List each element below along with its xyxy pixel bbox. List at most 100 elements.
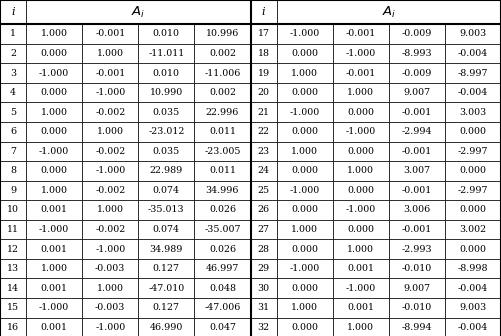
Text: -0.002: -0.002 [95,186,125,195]
Text: 1.000: 1.000 [347,245,374,254]
Text: -0.010: -0.010 [402,264,432,273]
Text: 1.000: 1.000 [41,186,68,195]
Bar [194,220,250,239]
Text: -0.001: -0.001 [346,69,376,78]
Text: 0.000: 0.000 [291,206,318,214]
Bar [389,102,445,122]
Bar [0,122,26,141]
Bar [82,259,138,279]
Bar [194,24,250,44]
Bar [26,83,82,102]
Text: 0.002: 0.002 [209,49,236,58]
Text: 0.000: 0.000 [459,245,486,254]
Text: 1.000: 1.000 [291,225,318,234]
Text: 0.074: 0.074 [153,186,180,195]
Bar [389,181,445,200]
Bar [194,239,250,259]
Bar [250,298,277,318]
Text: 0.048: 0.048 [209,284,236,293]
Text: 1.000: 1.000 [41,30,68,38]
Bar [26,220,82,239]
Text: 34.989: 34.989 [150,245,183,254]
Text: -23.005: -23.005 [204,147,240,156]
Text: -0.004: -0.004 [458,284,488,293]
Text: 0.000: 0.000 [291,49,318,58]
Text: -2.997: -2.997 [458,186,488,195]
Text: 19: 19 [258,69,270,78]
Text: 0.001: 0.001 [347,264,374,273]
Text: 10: 10 [7,206,19,214]
Text: -1.000: -1.000 [346,284,376,293]
Text: 46.997: 46.997 [206,264,239,273]
Text: 11: 11 [7,225,19,234]
Bar [389,122,445,141]
Bar [333,181,389,200]
Bar [0,63,26,83]
Text: 16: 16 [7,323,19,332]
Bar [0,318,26,336]
Text: -0.004: -0.004 [458,323,488,332]
Bar [194,181,250,200]
Bar [82,318,138,336]
Bar [138,181,194,200]
Bar [138,239,194,259]
Text: 0.035: 0.035 [153,108,180,117]
Bar [26,122,82,141]
Text: 0.035: 0.035 [153,147,180,156]
Text: -35.013: -35.013 [148,206,185,214]
Bar [138,122,194,141]
Text: -2.994: -2.994 [402,127,432,136]
Bar [0,279,26,298]
Text: -1.000: -1.000 [346,206,376,214]
Text: -0.003: -0.003 [95,303,125,312]
Bar [26,259,82,279]
Text: 0.074: 0.074 [153,225,180,234]
Bar [333,63,389,83]
Text: 22.996: 22.996 [206,108,239,117]
Bar [26,141,82,161]
Text: -1.000: -1.000 [290,264,320,273]
Bar [333,259,389,279]
Bar [445,141,501,161]
Text: 7: 7 [10,147,16,156]
Bar [250,239,277,259]
Text: -8.998: -8.998 [458,264,488,273]
Bar [389,63,445,83]
Bar [333,298,389,318]
Text: 0.000: 0.000 [347,225,374,234]
Text: 0.000: 0.000 [347,108,374,117]
Text: 12: 12 [7,245,19,254]
Bar [277,220,333,239]
Bar [138,200,194,220]
Bar [250,63,277,83]
Bar [389,259,445,279]
Text: 0.000: 0.000 [459,127,486,136]
Text: -1.000: -1.000 [95,245,125,254]
Text: -0.001: -0.001 [95,30,125,38]
Text: 34.996: 34.996 [206,186,239,195]
Text: 28: 28 [258,245,270,254]
Text: 1.000: 1.000 [291,69,318,78]
Bar [445,161,501,181]
Bar [82,63,138,83]
Text: 6: 6 [10,127,16,136]
Bar [194,141,250,161]
Text: -1.000: -1.000 [95,166,125,175]
Text: -1.000: -1.000 [95,323,125,332]
Text: -0.009: -0.009 [402,69,432,78]
Text: -0.003: -0.003 [95,264,125,273]
Text: -35.007: -35.007 [204,225,240,234]
Bar [389,239,445,259]
Bar [389,44,445,63]
Text: -8.993: -8.993 [401,49,432,58]
Text: 1: 1 [10,30,16,38]
Bar [82,141,138,161]
Bar [138,141,194,161]
Text: 1.000: 1.000 [97,49,124,58]
Text: 0.047: 0.047 [209,323,236,332]
Text: $\it{A}_{\it{i}}$: $\it{A}_{\it{i}}$ [131,5,145,19]
Bar [389,24,445,44]
Text: -11.011: -11.011 [148,49,184,58]
Bar [194,102,250,122]
Bar [277,181,333,200]
